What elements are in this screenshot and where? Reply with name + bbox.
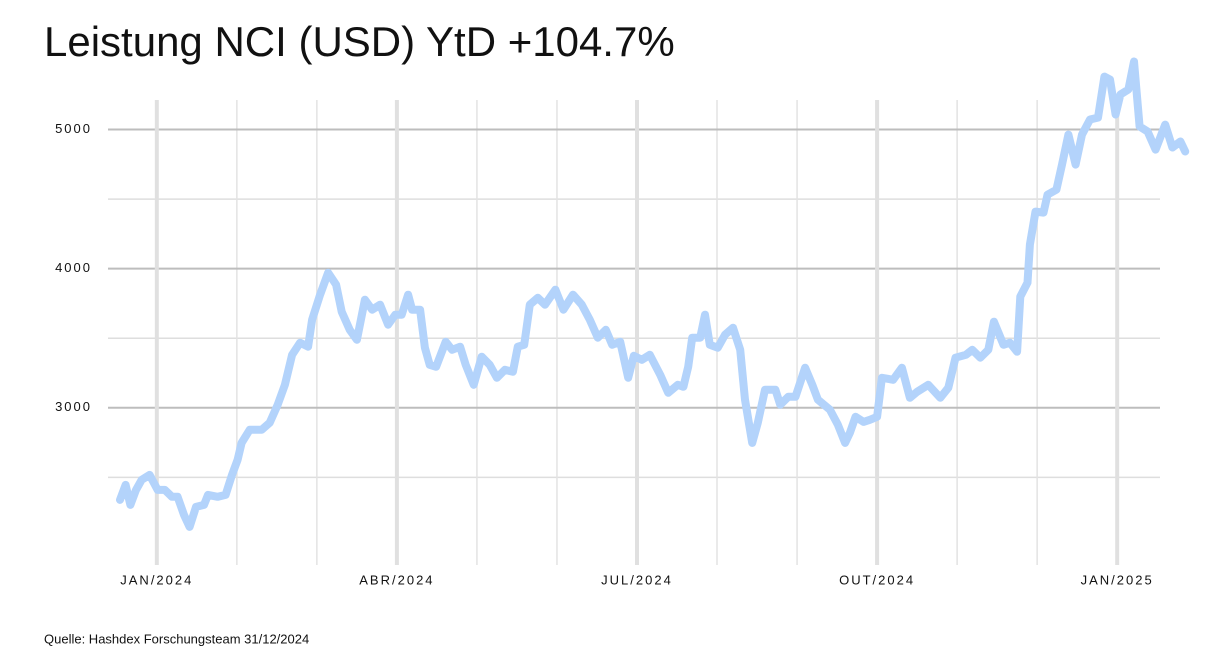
y-tick-label: 3000 [55,399,92,414]
grid [108,100,1160,565]
x-tick-label: ABR/2024 [359,572,434,587]
source-note: Quelle: Hashdex Forschungsteam 31/12/202… [44,631,309,646]
x-tick-label: JAN/2024 [120,572,193,587]
y-tick-label: 4000 [55,260,92,275]
y-tick-label: 5000 [55,121,92,136]
series-line [116,57,1190,531]
chart-title: Leistung NCI (USD) YtD +104.7% [44,18,675,65]
x-tick-label: OUT/2024 [839,572,915,587]
x-tick-label: JAN/2025 [1081,572,1154,587]
x-tick-label: JUL/2024 [601,572,673,587]
plot [116,57,1190,531]
